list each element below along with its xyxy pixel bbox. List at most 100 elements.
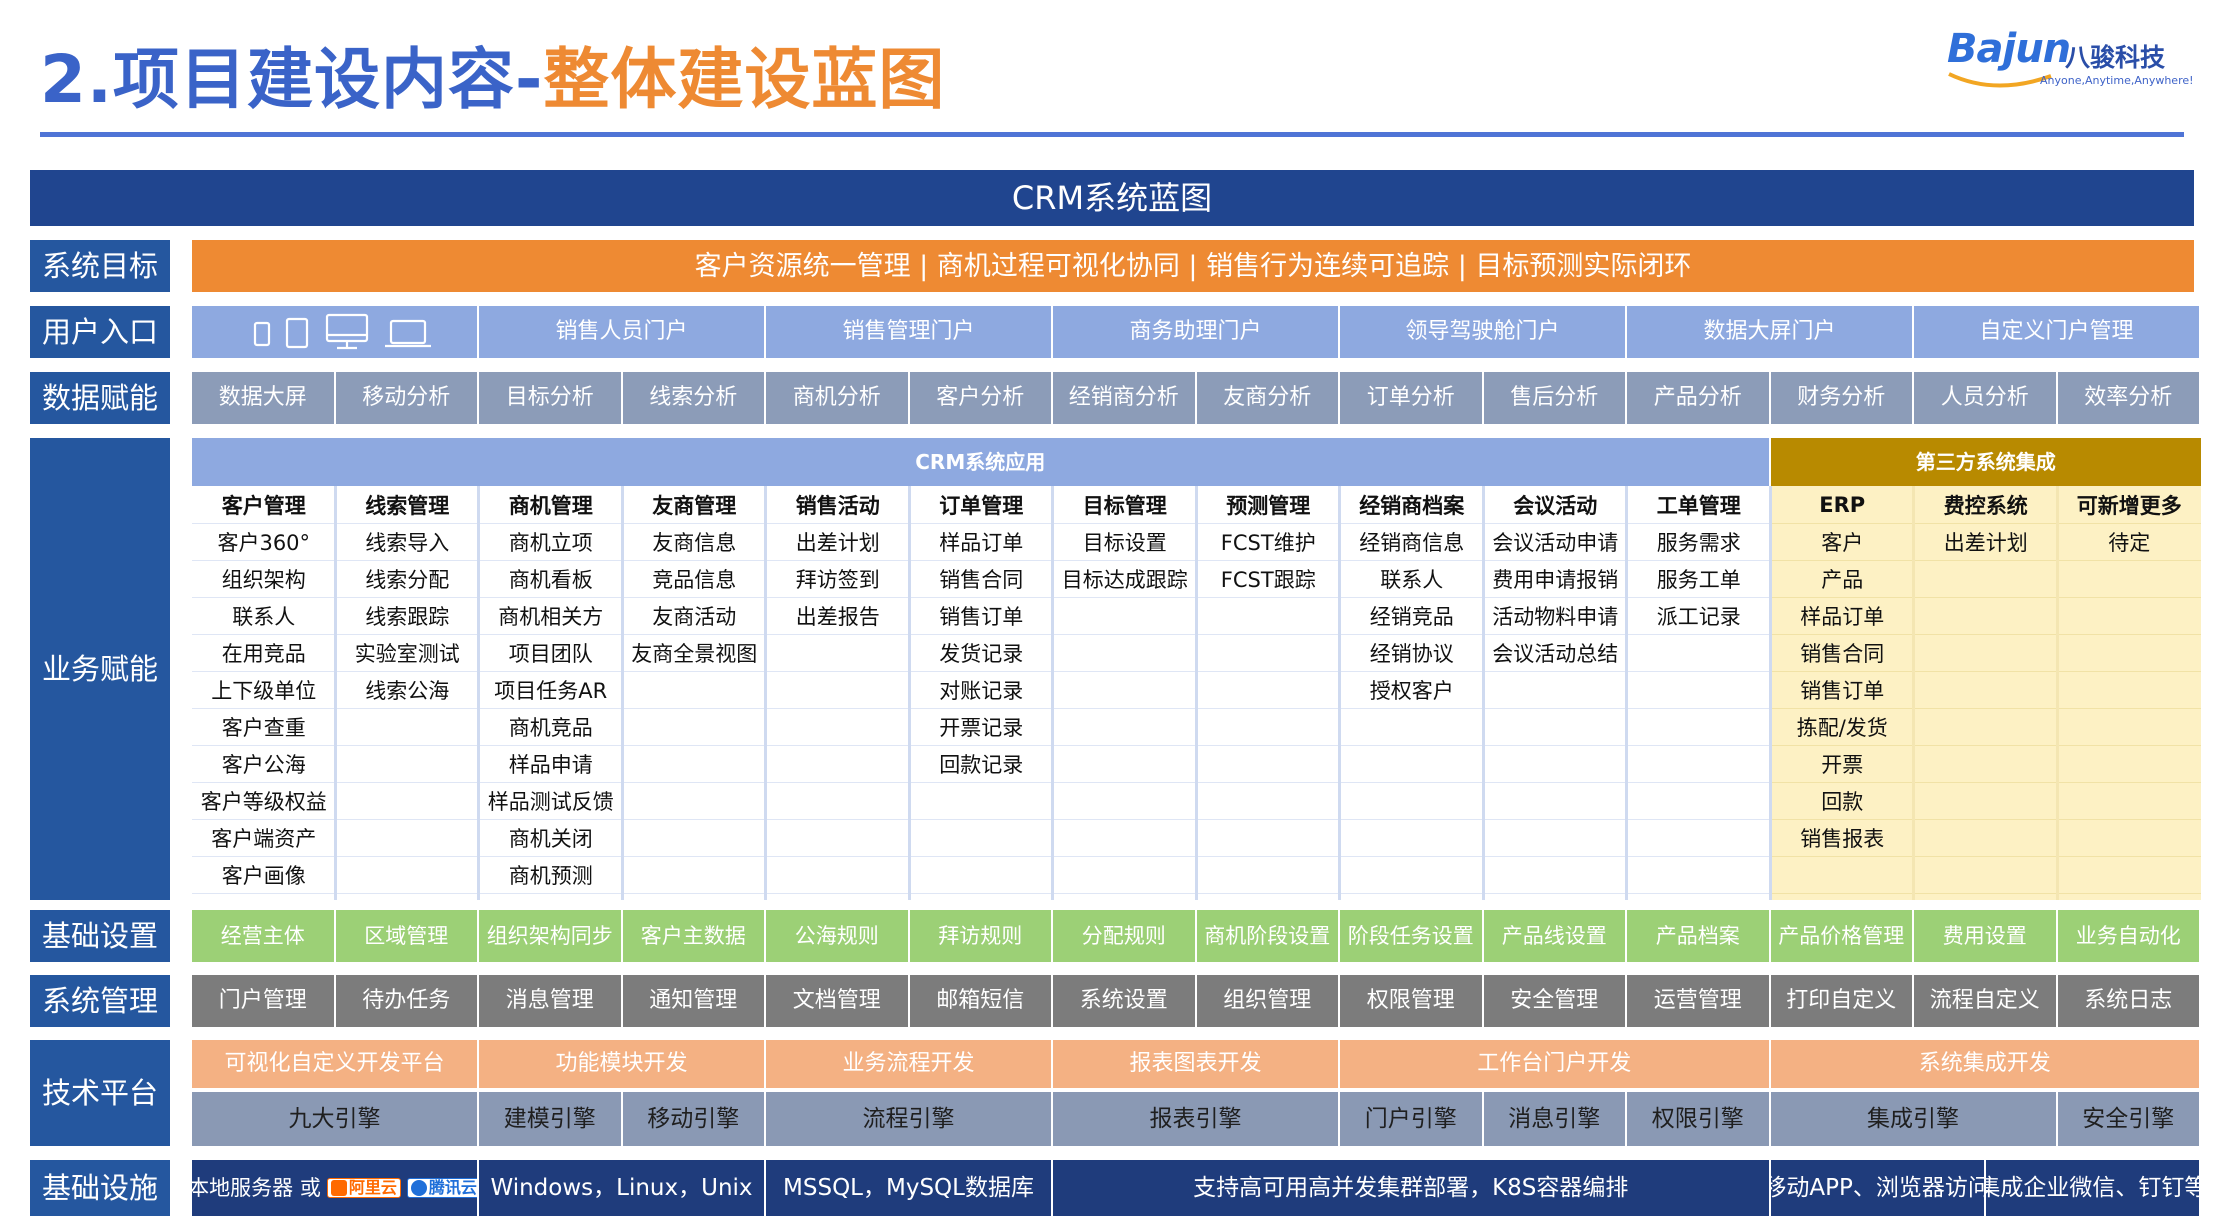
crm-module-2: 商机管理 商机立项 商机看板 商机相关方 项目团队 项目任务AR 商机竞品 样品申请 样品测试反… — [479, 486, 623, 893]
module-item: 实验室测试 — [354, 641, 460, 666]
infra-item-2: 支持高可用高并发集群部署，K8S容器编排 — [1053, 1160, 1769, 1216]
module-title: 友商管理 — [652, 493, 737, 518]
module-item: 客户端资产 — [211, 826, 317, 851]
module-item: 商机相关方 — [498, 604, 604, 629]
data-item-4: 商机分析 — [766, 372, 908, 424]
foundation-item-11: 产品价格管理 — [1770, 910, 1912, 962]
tencent-cloud-icon — [410, 1180, 427, 1196]
module-item: FCST维护 — [1220, 530, 1316, 555]
system-item-2: 消息管理 — [479, 975, 621, 1027]
tencent-logo: 腾讯云 — [406, 1178, 477, 1198]
module-item: 开票记录 — [939, 715, 1024, 740]
column-divider — [1194, 486, 1198, 900]
tech-engine-7: 权限引擎 — [1627, 1092, 1769, 1146]
system-item-10: 运营管理 — [1627, 975, 1769, 1027]
infra-item-0: Windows，Linux，Unix — [479, 1160, 764, 1216]
module-item: 线索跟踪 — [365, 604, 450, 629]
module-item: 项目任务AR — [494, 678, 608, 703]
tech-top-0: 可视化自定义开发平台 — [192, 1040, 477, 1088]
tech-engine-5: 门户引擎 — [1340, 1092, 1482, 1146]
module-title: 工单管理 — [1656, 493, 1741, 518]
module-item: FCST跟踪 — [1220, 567, 1316, 592]
module-item: 待定 — [2108, 530, 2151, 555]
module-title: 商机管理 — [508, 493, 593, 518]
system-item-0: 门户管理 — [192, 975, 334, 1027]
grid-line — [192, 782, 1771, 783]
system-item-3: 通知管理 — [622, 975, 764, 1027]
crm-module-9: 会议活动 会议活动申请 费用申请报销 活动物料申请 会议活动总结 — [1484, 486, 1628, 671]
module-title: 销售活动 — [795, 493, 880, 518]
module-item: 友商活动 — [652, 604, 737, 629]
page-title-part1: 2.项目建设内容- — [40, 41, 544, 118]
module-item: 派工记录 — [1656, 604, 1741, 629]
system-item-1: 待办任务 — [335, 975, 477, 1027]
crm-module-8: 经销商档案 经销商信息 联系人 经销竞品 经销协议 授权客户 — [1340, 486, 1484, 708]
tech-top-2: 业务流程开发 — [766, 1040, 1051, 1088]
column-divider — [477, 486, 480, 900]
data-item-8: 订单分析 — [1340, 372, 1482, 424]
third-module-1: 费控系统 出差计划 — [1914, 486, 2058, 560]
tech-engine-2: 移动引擎 — [622, 1092, 764, 1146]
tencent-label: 腾讯云 — [428, 1178, 477, 1197]
data-item-13: 效率分析 — [2057, 372, 2199, 424]
crm-module-6: 目标管理 目标设置 目标达成跟踪 — [1053, 486, 1197, 597]
module-item: 销售订单 — [939, 604, 1024, 629]
third-module-0: ERP 客户 产品 样品订单 销售合同 销售订单 拣配/发货 开票 回款 销售报表 — [1771, 486, 1915, 856]
blueprint-title: CRM系统蓝图 — [30, 170, 2194, 226]
module-item: 销售订单 — [1800, 678, 1885, 703]
column-divider — [1625, 486, 1628, 900]
tech-engine-1: 建模引擎 — [479, 1092, 621, 1146]
crm-apps-area — [192, 486, 1771, 900]
module-item: 回款记录 — [939, 752, 1024, 777]
module-title: 经销商档案 — [1359, 493, 1465, 518]
column-divider — [907, 486, 911, 900]
grid-line — [1770, 856, 2201, 857]
foundation-item-5: 拜访规则 — [909, 910, 1051, 962]
module-item: 线索公海 — [365, 678, 450, 703]
row-label-portal: 用户入口 — [30, 306, 170, 358]
logo-cn: 八骏科技 — [2065, 43, 2166, 72]
system-item-5: 邮箱短信 — [909, 975, 1051, 1027]
data-item-2: 目标分析 — [479, 372, 621, 424]
tech-engine-6: 消息引擎 — [1483, 1092, 1625, 1146]
aliyun-label: 阿里云 — [348, 1178, 397, 1197]
row-label-data: 数据赋能 — [30, 372, 170, 424]
grid-line — [192, 523, 1771, 524]
module-item: 授权客户 — [1369, 678, 1454, 703]
module-item: 客户公海 — [221, 752, 306, 777]
grid-line — [1770, 745, 2201, 746]
module-item: 拜访签到 — [795, 567, 880, 592]
grid-line — [192, 708, 1771, 709]
module-item: 发货记录 — [939, 641, 1024, 666]
module-item: 样品订单 — [1800, 604, 1885, 629]
tech-top-4: 工作台门户开发 — [1340, 1040, 1769, 1088]
grid-line — [192, 634, 1771, 635]
crm-module-5: 订单管理 样品订单 销售合同 销售订单 发货记录 对账记录 开票记录 回款记录 — [910, 486, 1054, 782]
grid-line — [1770, 523, 2201, 524]
module-item: 在用竞品 — [221, 641, 306, 666]
module-item: 上下级单位 — [211, 678, 317, 703]
row-label-goal: 系统目标 — [30, 240, 170, 292]
row-label-infra: 基础设施 — [30, 1160, 170, 1216]
third-party-area — [1770, 486, 2201, 900]
crm-module-3: 友商管理 友商信息 竞品信息 友商活动 友商全景视图 — [623, 486, 767, 671]
module-item: 客户等级权益 — [200, 789, 327, 814]
crm-module-10: 工单管理 服务需求 服务工单 派工记录 — [1627, 486, 1771, 634]
module-title: ERP — [1819, 492, 1866, 517]
module-item: 服务工单 — [1656, 567, 1741, 592]
page-title: 2.项目建设内容-整体建设蓝图 — [40, 26, 945, 122]
logo-word: Bajun — [1947, 26, 2071, 72]
laptop-icon — [384, 319, 431, 348]
page-title-part2: 整体建设蓝图 — [543, 41, 946, 118]
tech-top-1: 功能模块开发 — [479, 1040, 764, 1088]
crm-module-4: 销售活动 出差计划 拜访签到 出差报告 — [766, 486, 910, 634]
third-module-2: 可新增更多 待定 — [2058, 486, 2202, 560]
data-item-10: 产品分析 — [1627, 372, 1769, 424]
row-label-foundation: 基础设置 — [30, 910, 170, 962]
module-item: 竞品信息 — [652, 567, 737, 592]
data-item-6: 经销商分析 — [1053, 372, 1195, 424]
module-item: 线索导入 — [365, 530, 450, 555]
tech-engine-9: 安全引擎 — [2057, 1092, 2199, 1146]
row-label-tech: 技术平台 — [30, 1040, 170, 1146]
module-item: 商机竞品 — [508, 715, 593, 740]
